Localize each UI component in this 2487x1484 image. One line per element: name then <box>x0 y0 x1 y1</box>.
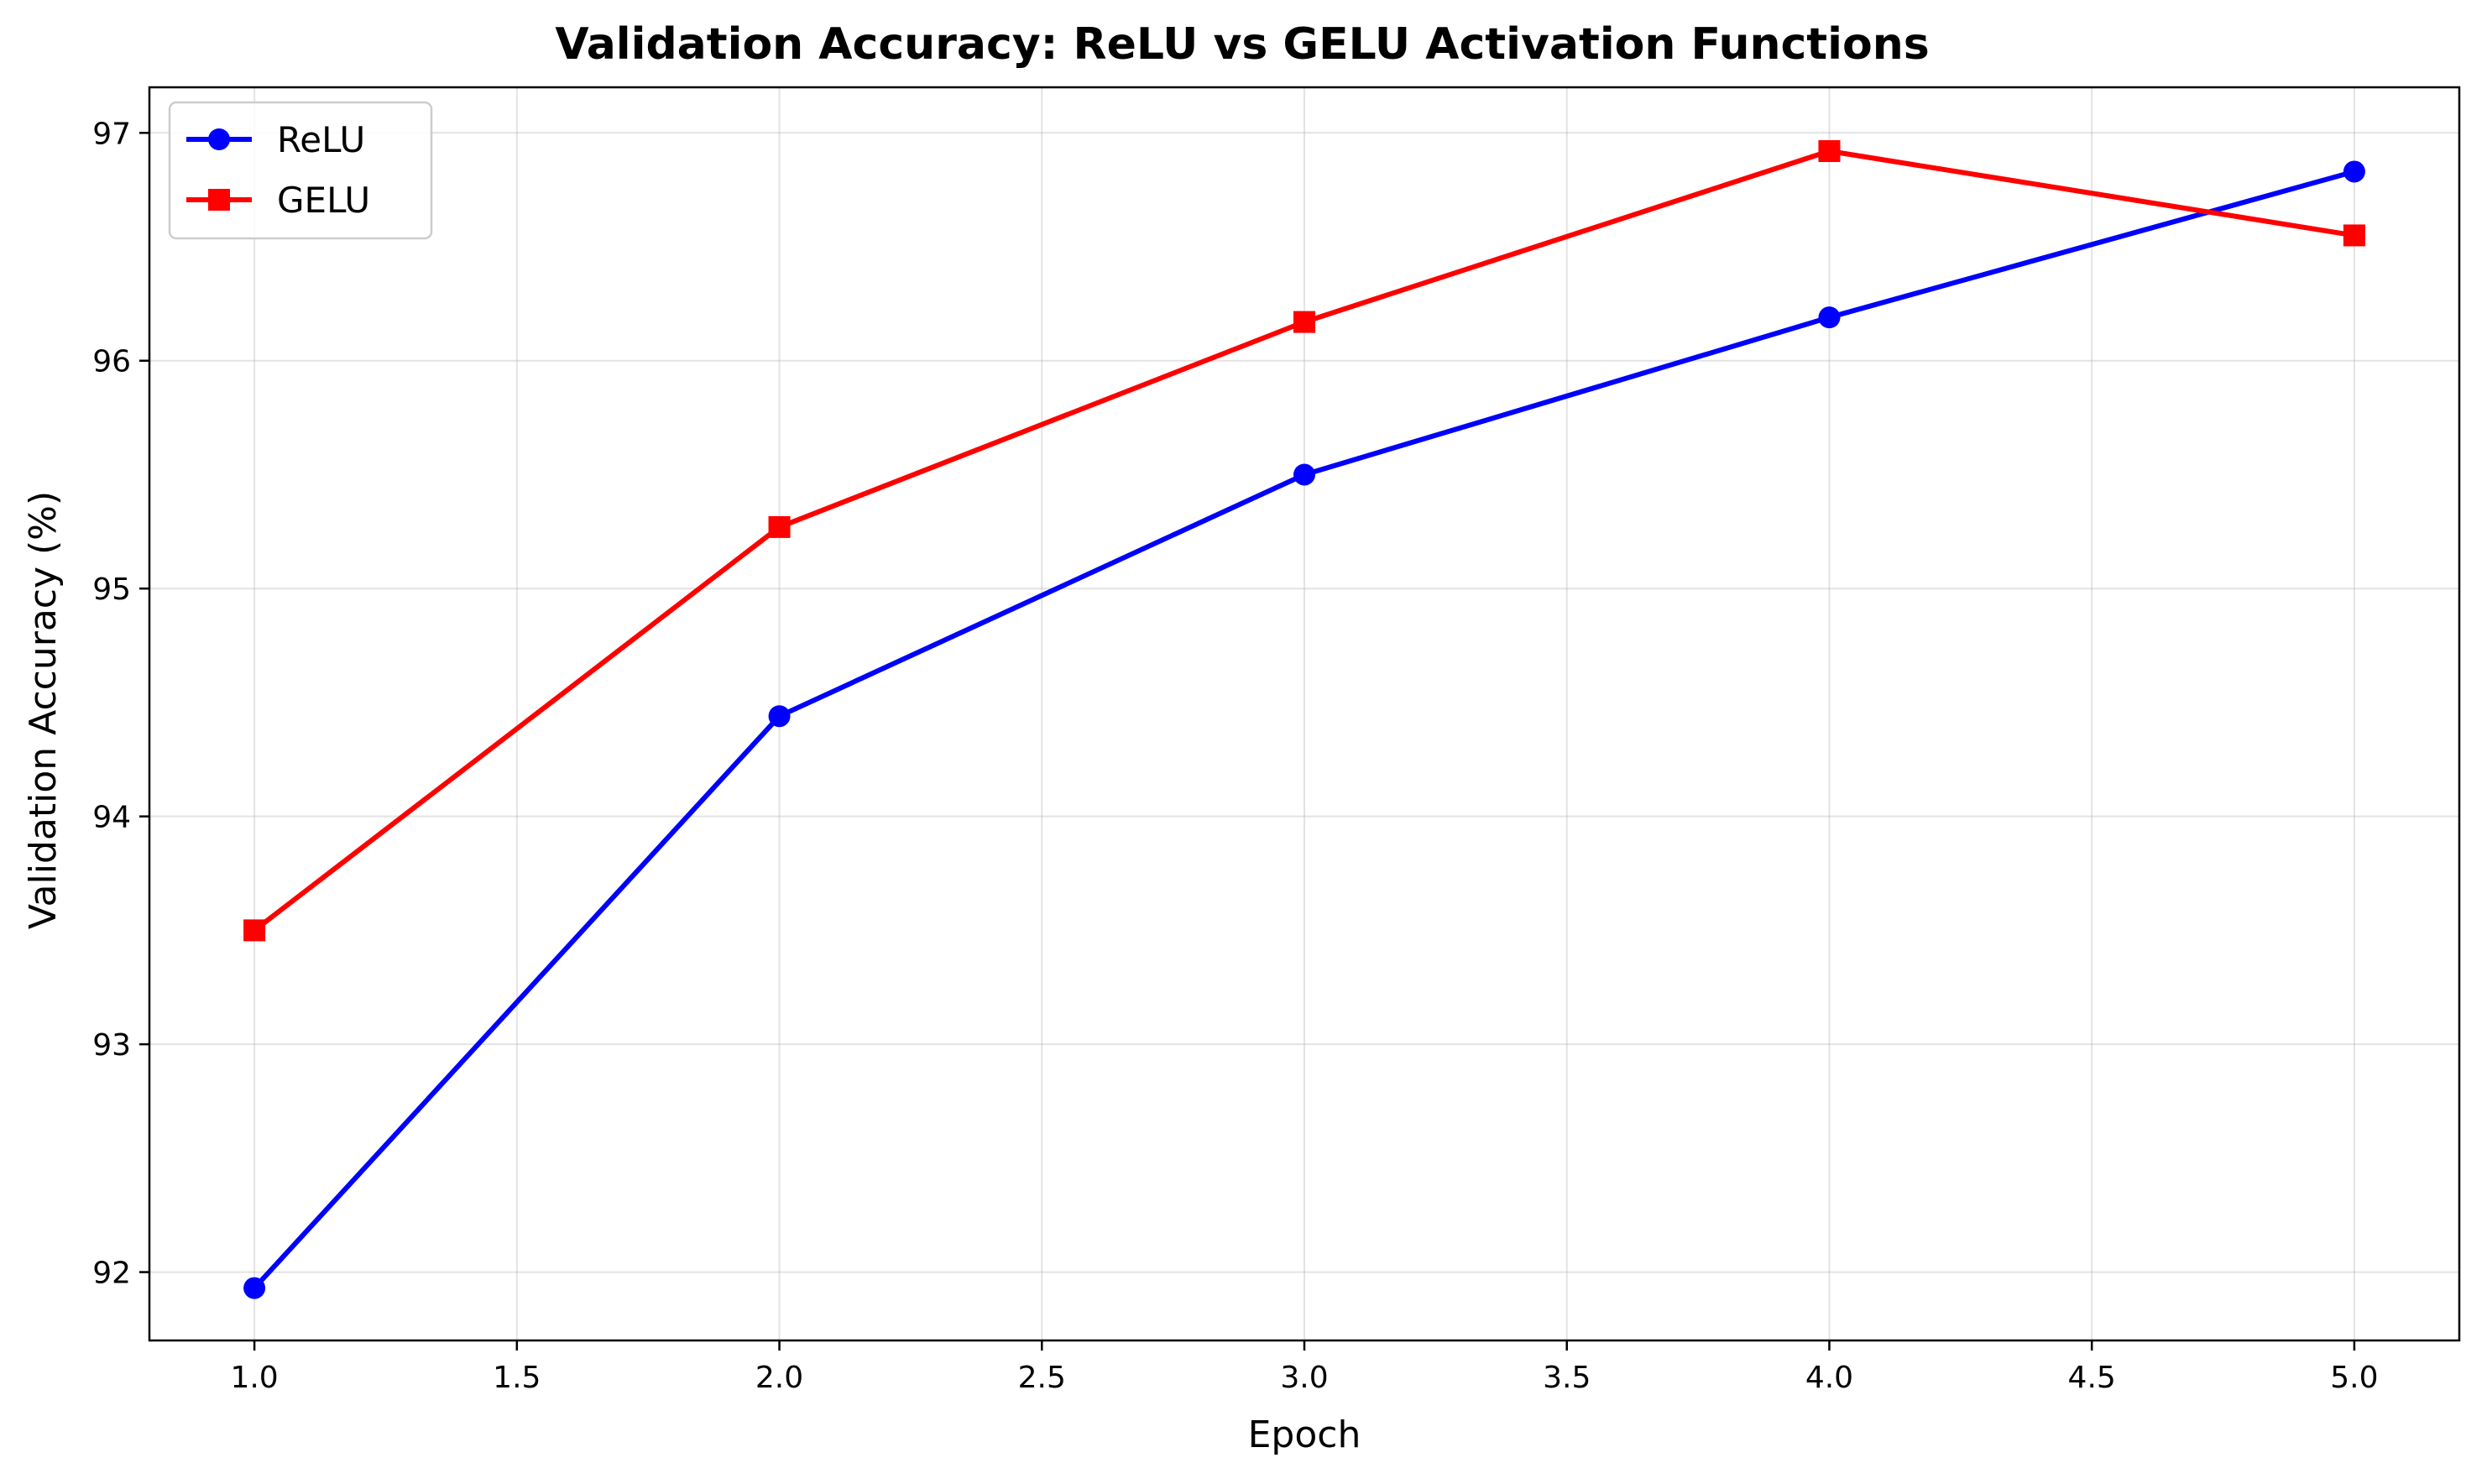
y-tick-label: 93 <box>92 1028 131 1063</box>
legend-label-relu: ReLU <box>277 119 365 160</box>
data-point-gelu <box>1293 311 1315 333</box>
data-point-gelu <box>768 515 791 538</box>
legend-box <box>168 101 433 240</box>
legend: ReLU GELU <box>168 101 433 240</box>
y-tick-label: 96 <box>92 345 131 379</box>
x-axis-label: Epoch <box>1248 1413 1361 1456</box>
chart-title: Validation Accuracy: ReLU vs GELU Activa… <box>555 19 1929 70</box>
legend-label-gelu: GELU <box>277 180 370 221</box>
legend-item-gelu: GELU <box>186 180 370 221</box>
data-point-gelu <box>2343 224 2365 247</box>
y-tick-label: 94 <box>92 801 131 835</box>
x-tick-label: 4.0 <box>1805 1361 1853 1395</box>
series-gelu <box>243 140 2365 942</box>
x-tick-label: 1.0 <box>230 1361 278 1395</box>
legend-marker-relu <box>208 128 230 150</box>
x-tick-label: 4.5 <box>2068 1361 2116 1395</box>
y-tick-label: 92 <box>92 1257 131 1291</box>
x-tick-label: 3.5 <box>1543 1361 1591 1395</box>
y-axis-label: Validation Accuracy (%) <box>22 491 65 929</box>
grid <box>149 87 2459 1340</box>
data-point-gelu <box>243 919 266 942</box>
legend-item-relu: ReLU <box>186 119 365 160</box>
series-layer <box>243 140 2365 1299</box>
data-point-relu <box>1818 306 1841 329</box>
x-tick-label: 2.5 <box>1018 1361 1066 1395</box>
series-relu <box>243 160 2365 1299</box>
legend-marker-gelu <box>208 189 230 211</box>
x-tick-label: 1.5 <box>493 1361 541 1395</box>
data-point-relu <box>243 1277 266 1299</box>
y-tick-label: 97 <box>92 117 131 151</box>
data-point-gelu <box>1818 140 1841 163</box>
y-tick-label: 95 <box>92 572 131 607</box>
data-point-relu <box>768 705 791 728</box>
x-tick-label: 5.0 <box>2330 1361 2378 1395</box>
x-tick-label: 3.0 <box>1280 1361 1328 1395</box>
ticks: 1.0 1.5 2.0 2.5 3.0 3.5 4.0 4.5 5.0 92 93 94 95 96 97 <box>92 117 2378 1395</box>
data-point-relu <box>1293 463 1315 486</box>
data-point-relu <box>2343 160 2365 183</box>
x-tick-label: 2.0 <box>755 1361 803 1395</box>
